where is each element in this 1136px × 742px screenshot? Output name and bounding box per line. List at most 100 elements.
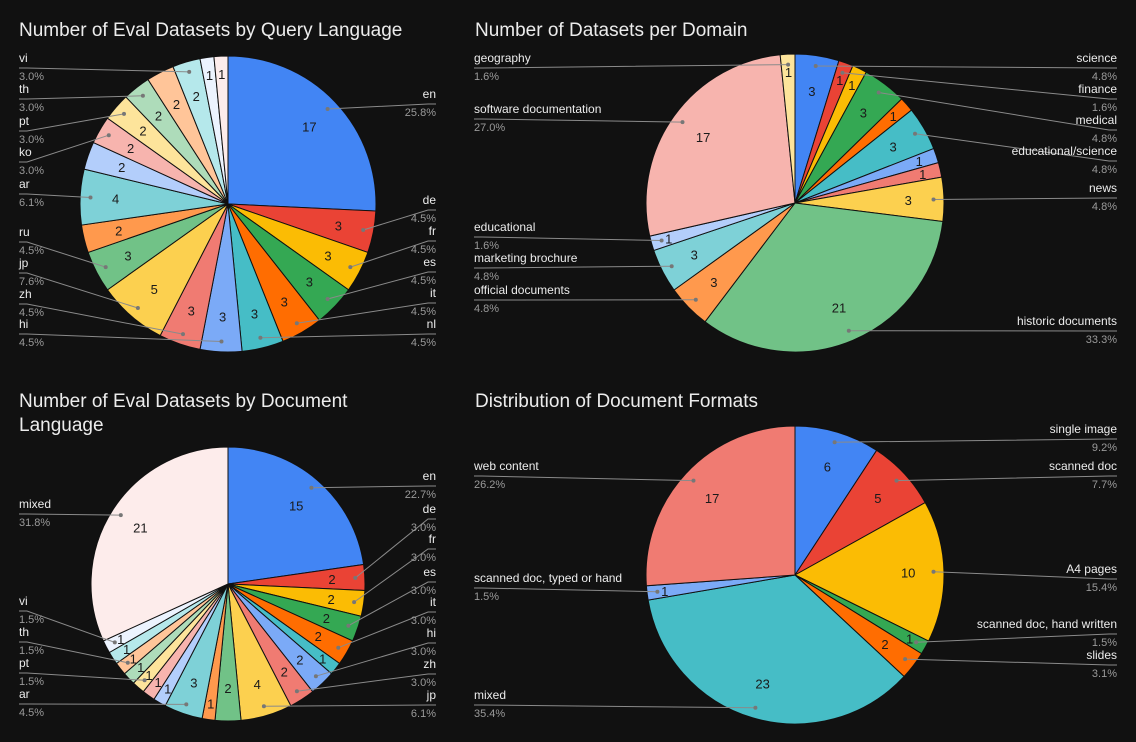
pie-slice-single-image[interactable] xyxy=(794,425,878,577)
slice-value-label: 17 xyxy=(705,491,719,506)
leader-line xyxy=(19,333,222,342)
slice-value-label: 1 xyxy=(207,696,214,711)
leader-dot xyxy=(106,133,111,138)
slice-value-label: 2 xyxy=(315,629,322,644)
category-percent: 4.5% xyxy=(19,337,44,349)
slice-value-label: 10 xyxy=(901,565,915,580)
slice-value-label: 3 xyxy=(691,248,698,263)
slice-value-label: 2 xyxy=(296,652,303,667)
pie-slice[interactable] xyxy=(213,55,229,205)
leader-line xyxy=(19,193,91,198)
category-labels: single image 9.2% scanned doc 7.7% A4 pages 1… xyxy=(473,422,1117,720)
category-percent: 1.5% xyxy=(474,591,499,603)
category-percent: 3.0% xyxy=(411,552,436,564)
leader-dot xyxy=(184,702,189,707)
slice-value-label: 1 xyxy=(145,668,152,683)
pie-slice-historic-documents[interactable] xyxy=(704,202,944,353)
leader-line xyxy=(474,265,672,269)
leader-line xyxy=(19,610,115,643)
pie-slices xyxy=(90,446,366,722)
pie-slice-geography[interactable] xyxy=(779,53,796,204)
category-label-educational-science: educational/science xyxy=(1012,144,1118,158)
pie-slice-software-documentation[interactable] xyxy=(645,54,796,237)
category-label-marketing-brochure: marketing brochure xyxy=(474,251,578,265)
leader-dot xyxy=(680,120,685,125)
leader-dot xyxy=(336,645,341,650)
slice-value-label: 1 xyxy=(117,632,124,647)
slice-value-label: 2 xyxy=(881,637,888,652)
slice-value-label: 6 xyxy=(824,460,831,475)
pie-slice-en[interactable] xyxy=(227,55,377,212)
category-percent: 33.3% xyxy=(1086,334,1117,346)
category-percent: 4.5% xyxy=(411,275,436,287)
leader-dot xyxy=(353,575,358,580)
leader-line xyxy=(263,704,436,707)
leader-line xyxy=(19,95,143,100)
category-percent: 6.1% xyxy=(19,197,44,209)
slice-value-label: 21 xyxy=(832,300,846,315)
category-percent: 3.0% xyxy=(19,165,44,177)
category-percent: 3.0% xyxy=(19,71,44,83)
category-label-educational: educational xyxy=(474,220,535,234)
leader-dot xyxy=(348,265,353,270)
category-label-mixed: mixed xyxy=(19,497,51,511)
leader-line xyxy=(19,67,190,73)
pie-slice-mixed[interactable] xyxy=(647,574,905,725)
category-percent: 1.5% xyxy=(19,676,44,688)
leader-dot xyxy=(876,90,881,95)
chart-panel-query-language: Number of Eval Datasets by Query Languag… xyxy=(0,0,454,370)
leader-dot xyxy=(659,238,664,243)
leader-dot xyxy=(309,485,314,490)
leader-line xyxy=(19,113,125,132)
category-percent: 25.8% xyxy=(405,107,436,119)
category-label-historic-documents: historic documents xyxy=(1017,314,1117,328)
category-percent: 4.5% xyxy=(411,306,436,318)
pie-slice-a4-pages[interactable] xyxy=(793,501,945,642)
category-percent: 1.5% xyxy=(19,614,44,626)
leader-dot xyxy=(914,640,919,645)
category-label-web-content: web content xyxy=(473,459,539,473)
leader-dot xyxy=(118,513,123,518)
slice-value-label: 1 xyxy=(665,232,672,247)
category-percent: 1.5% xyxy=(1092,637,1117,649)
category-labels: en22.7%de3.0%fr3.0%es3.0%it3.0%hi3.0%zh3… xyxy=(19,469,437,720)
leader-dot xyxy=(325,107,330,111)
chart-title: Number of Datasets per Domain xyxy=(475,20,748,41)
category-label-jp: jp xyxy=(426,688,437,702)
leader-dot xyxy=(840,70,845,75)
leader-line xyxy=(474,704,756,709)
category-label-th: th xyxy=(19,625,29,639)
category-percent: 22.7% xyxy=(405,489,436,501)
slice-value-label: 23 xyxy=(755,677,769,692)
pie-slice-mixed[interactable] xyxy=(90,446,229,642)
category-label-nl: nl xyxy=(427,317,436,331)
category-label-ru: ru xyxy=(19,225,30,239)
leader-line xyxy=(842,72,1117,100)
pie-slice-en[interactable] xyxy=(227,446,365,585)
category-label-en: en xyxy=(423,87,436,101)
category-percent: 4.5% xyxy=(411,213,436,225)
category-percent: 1.6% xyxy=(1092,102,1117,114)
category-label-es: es xyxy=(423,565,436,579)
leader-line xyxy=(19,672,145,681)
pie-slice-web-content[interactable] xyxy=(645,425,796,587)
slice-value-label: 1 xyxy=(661,584,668,599)
category-percent: 3.0% xyxy=(19,102,44,114)
slice-value-label: 1 xyxy=(154,675,161,690)
category-percent: 4.5% xyxy=(19,307,44,319)
category-label-official-documents: official documents xyxy=(474,283,570,297)
slice-value-label: 1 xyxy=(137,660,144,675)
leader-line xyxy=(260,333,436,339)
leader-line xyxy=(338,611,436,649)
slice-value-label: 3 xyxy=(251,306,258,321)
category-label-science: science xyxy=(1076,51,1117,65)
slice-value-label: 3 xyxy=(281,294,288,309)
category-label-medical: medical xyxy=(1076,113,1117,127)
slice-value-label: 5 xyxy=(874,491,881,506)
category-label-a4-pages: A4 pages xyxy=(1066,562,1117,576)
slice-value-label: 3 xyxy=(710,275,717,290)
leader-line xyxy=(834,438,1117,443)
slice-value-label: 3 xyxy=(124,249,131,264)
